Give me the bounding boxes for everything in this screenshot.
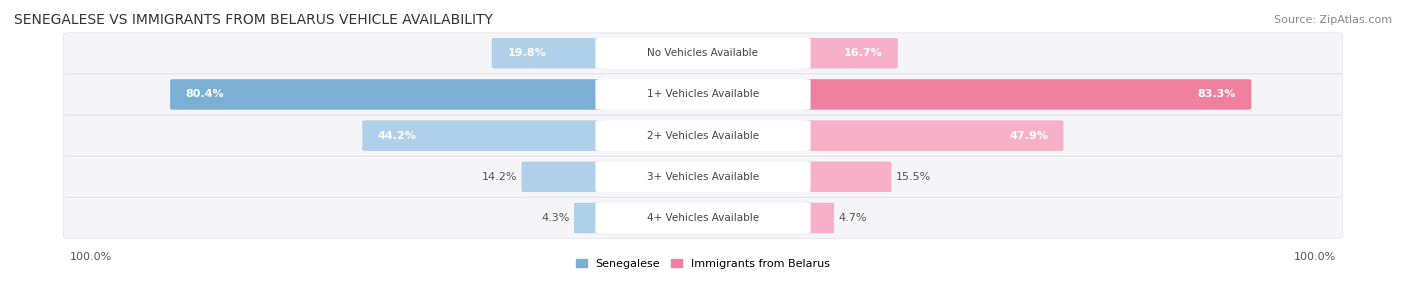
FancyBboxPatch shape xyxy=(492,38,605,69)
Text: 4+ Vehicles Available: 4+ Vehicles Available xyxy=(647,213,759,223)
FancyBboxPatch shape xyxy=(522,162,605,192)
FancyBboxPatch shape xyxy=(596,38,810,69)
Text: 15.5%: 15.5% xyxy=(896,172,931,182)
FancyBboxPatch shape xyxy=(596,120,810,151)
Text: 100.0%: 100.0% xyxy=(1294,253,1336,262)
Legend: Senegalese, Immigrants from Belarus: Senegalese, Immigrants from Belarus xyxy=(575,259,831,269)
Text: 47.9%: 47.9% xyxy=(1010,131,1047,141)
Text: 80.4%: 80.4% xyxy=(186,90,224,100)
Text: SENEGALESE VS IMMIGRANTS FROM BELARUS VEHICLE AVAILABILITY: SENEGALESE VS IMMIGRANTS FROM BELARUS VE… xyxy=(14,13,494,27)
FancyBboxPatch shape xyxy=(170,79,605,110)
Text: 44.2%: 44.2% xyxy=(378,131,416,141)
FancyBboxPatch shape xyxy=(596,79,810,110)
FancyBboxPatch shape xyxy=(63,156,1343,197)
Text: 1+ Vehicles Available: 1+ Vehicles Available xyxy=(647,90,759,100)
FancyBboxPatch shape xyxy=(800,162,891,192)
FancyBboxPatch shape xyxy=(800,203,834,233)
FancyBboxPatch shape xyxy=(800,120,1063,151)
FancyBboxPatch shape xyxy=(363,120,605,151)
Text: 16.7%: 16.7% xyxy=(844,48,883,58)
FancyBboxPatch shape xyxy=(800,79,1251,110)
Text: 14.2%: 14.2% xyxy=(482,172,517,182)
FancyBboxPatch shape xyxy=(63,198,1343,238)
FancyBboxPatch shape xyxy=(596,162,810,192)
Text: 3+ Vehicles Available: 3+ Vehicles Available xyxy=(647,172,759,182)
FancyBboxPatch shape xyxy=(574,203,605,233)
FancyBboxPatch shape xyxy=(63,33,1343,74)
FancyBboxPatch shape xyxy=(63,115,1343,156)
FancyBboxPatch shape xyxy=(63,74,1343,115)
FancyBboxPatch shape xyxy=(800,38,898,69)
Text: 4.3%: 4.3% xyxy=(541,213,569,223)
Text: Source: ZipAtlas.com: Source: ZipAtlas.com xyxy=(1274,15,1392,25)
Text: 100.0%: 100.0% xyxy=(70,253,112,262)
Text: No Vehicles Available: No Vehicles Available xyxy=(648,48,758,58)
Text: 2+ Vehicles Available: 2+ Vehicles Available xyxy=(647,131,759,141)
Text: 19.8%: 19.8% xyxy=(508,48,546,58)
Text: 83.3%: 83.3% xyxy=(1198,90,1236,100)
FancyBboxPatch shape xyxy=(596,203,810,233)
Text: 4.7%: 4.7% xyxy=(838,213,868,223)
